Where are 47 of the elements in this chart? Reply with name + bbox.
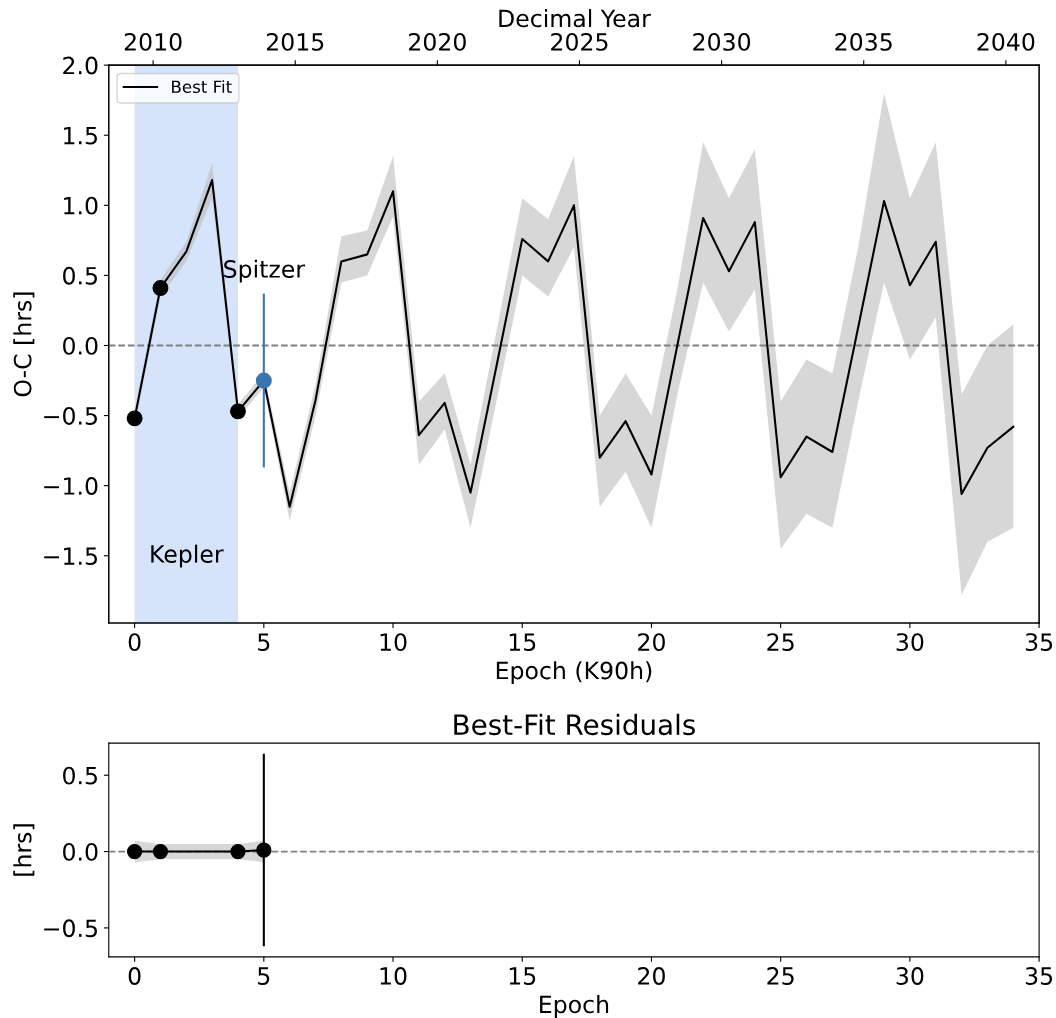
y-tick-label: 1.0 xyxy=(64,196,98,215)
chart-title: Best-Fit Residuals xyxy=(454,713,695,736)
x-tick-label: 25 xyxy=(767,967,794,985)
y-axis-title: [hrs] xyxy=(13,824,35,876)
x-tick-label: 10 xyxy=(380,967,407,985)
y-tick-label: −0.5 xyxy=(44,919,97,938)
x-axis-title: Epoch (K90h) xyxy=(496,661,652,684)
x-tick-label: 15 xyxy=(509,633,536,652)
x-tick-label: 5 xyxy=(258,633,270,652)
y-tick-label: 1.5 xyxy=(64,126,97,145)
x2-tick-label: 2040 xyxy=(977,33,1035,51)
x-tick-label: 10 xyxy=(380,633,407,652)
x-tick-label: 0 xyxy=(128,967,141,985)
legend-label: Best Fit xyxy=(172,80,232,94)
x-axis-title: Epoch xyxy=(540,995,609,1018)
y-axis-title: O-C [hrs] xyxy=(13,292,35,397)
x-tick-label: 35 xyxy=(1025,967,1053,985)
y-tick-label: 0.0 xyxy=(63,843,98,861)
y-tick-label: 0.0 xyxy=(63,336,98,355)
point xyxy=(152,280,169,296)
point xyxy=(255,372,272,389)
y-tick-label: 0.5 xyxy=(63,766,97,785)
x-tick-label: 20 xyxy=(638,967,665,985)
x-tick-label: 25 xyxy=(767,633,794,652)
y-tick-label: 0.5 xyxy=(63,266,97,285)
y-tick-label: −1.0 xyxy=(44,477,98,495)
point xyxy=(230,403,246,420)
x2-tick-label: 2020 xyxy=(409,33,466,51)
x2-axis-title: Decimal Year xyxy=(499,9,651,28)
x-tick-label: 15 xyxy=(509,967,536,985)
annotation: Spitzer xyxy=(224,259,306,283)
point xyxy=(126,410,143,427)
x2-tick-label: 2025 xyxy=(551,33,608,51)
x2-tick-label: 2010 xyxy=(124,33,182,51)
band-label: Kepler xyxy=(151,544,224,568)
x-tick-label: 35 xyxy=(1025,633,1053,652)
x-tick-label: 20 xyxy=(638,633,665,652)
x-tick-label: 5 xyxy=(258,967,270,985)
y-tick-label: −1.5 xyxy=(44,547,97,566)
x2-tick-label: 2035 xyxy=(835,33,892,51)
x2-tick-label: 2015 xyxy=(266,33,324,51)
x-tick-label: 0 xyxy=(128,633,141,652)
y-tick-label: −0.5 xyxy=(44,407,97,425)
x2-tick-label: 2030 xyxy=(693,33,751,51)
x-tick-label: 30 xyxy=(896,633,924,652)
x-tick-label: 30 xyxy=(896,967,924,985)
y-tick-label: 2.0 xyxy=(63,56,98,75)
